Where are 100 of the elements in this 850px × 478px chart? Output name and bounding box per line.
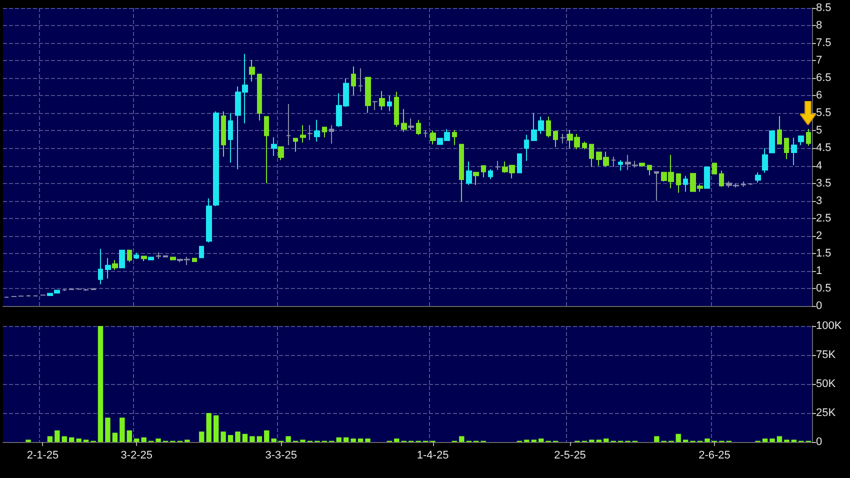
bar	[358, 438, 364, 442]
candlestick	[546, 116, 551, 138]
bar	[213, 415, 219, 442]
candlestick	[654, 171, 659, 202]
x-tick-label: 2-5-25	[554, 450, 586, 462]
candlestick	[430, 130, 436, 145]
y-tick-label: 100K	[816, 320, 842, 332]
y-tick-label: 1	[816, 264, 822, 277]
bar	[112, 432, 118, 442]
candlestick	[329, 124, 334, 144]
candlestick	[264, 116, 269, 184]
bar	[126, 430, 132, 442]
bar	[256, 436, 262, 442]
y-tick-label: 1.5	[816, 247, 832, 260]
candlestick	[481, 165, 486, 178]
x-tick-label: 3-2-25	[120, 450, 153, 462]
candlestick	[351, 66, 356, 96]
bar	[98, 326, 104, 442]
candlestick	[286, 104, 291, 146]
candlestick	[365, 76, 371, 114]
candlestick	[156, 252, 161, 260]
candlestick	[791, 137, 797, 166]
candlestick	[401, 108, 407, 132]
y-tick-label: 3	[816, 194, 822, 207]
candlestick	[127, 250, 132, 263]
bar	[105, 418, 110, 442]
bar	[120, 418, 125, 442]
bar	[69, 437, 74, 442]
bar	[235, 432, 240, 442]
candlestick	[213, 110, 219, 207]
bar	[156, 438, 161, 442]
bar	[47, 436, 53, 442]
candlestick	[618, 160, 623, 172]
y-tick-label: 6.5	[816, 72, 832, 84]
bar	[271, 438, 276, 442]
y-tick-label: 8.5	[816, 2, 832, 14]
candlestick	[105, 257, 111, 280]
bar	[134, 438, 140, 442]
candlestick	[712, 162, 717, 174]
bar	[350, 438, 356, 442]
candlestick	[625, 154, 631, 170]
candlestick	[257, 74, 262, 122]
candlestick	[300, 124, 306, 144]
candlestick	[379, 90, 385, 111]
candlestick	[798, 135, 804, 146]
candlestick	[112, 260, 118, 270]
bar	[199, 432, 204, 442]
y-tick-label: 0.5	[816, 282, 832, 294]
candlestick	[553, 130, 558, 148]
candlestick	[784, 138, 789, 160]
candlestick	[769, 130, 775, 154]
bar	[394, 438, 400, 442]
y-tick-label: 25K	[816, 407, 836, 419]
candlestick	[134, 252, 139, 260]
y-tick-label: 3.5	[816, 177, 832, 190]
y-tick-label: 2	[816, 230, 822, 242]
candlestick	[582, 141, 587, 150]
x-tick-label: 1-4-25	[416, 450, 449, 462]
candlestick	[293, 138, 298, 152]
candlestick	[560, 133, 566, 144]
candlestick	[611, 156, 616, 168]
y-tick-label: 75K	[816, 349, 836, 361]
bar	[365, 438, 370, 442]
candlestick	[495, 160, 501, 170]
candlestick	[141, 256, 147, 262]
y-tick-label: 50K	[816, 378, 836, 390]
bar	[62, 436, 67, 442]
bar	[704, 438, 710, 442]
candlestick	[228, 112, 233, 164]
candlestick	[394, 91, 399, 128]
y-tick-label: 4	[816, 160, 822, 172]
bar	[676, 434, 681, 442]
candlestick	[639, 162, 645, 166]
y-tick-label: 6	[816, 90, 822, 102]
candlestick	[632, 160, 638, 168]
bar	[336, 437, 342, 442]
candlestick	[249, 59, 255, 82]
y-tick-label: 4.5	[816, 142, 832, 154]
candlestick	[206, 198, 212, 244]
candlestick	[322, 126, 327, 138]
candlestick	[459, 144, 464, 202]
bar	[762, 438, 768, 442]
candlestick	[387, 95, 392, 112]
bar	[54, 430, 60, 442]
bar	[76, 438, 82, 442]
candlestick	[221, 110, 226, 158]
candlestick	[62, 288, 67, 292]
bar	[344, 437, 349, 442]
candlestick	[473, 172, 479, 186]
bar	[141, 437, 146, 442]
bar	[264, 430, 270, 442]
candlestick	[416, 119, 421, 136]
bar	[206, 413, 212, 442]
candlestick	[423, 130, 428, 138]
bar	[776, 436, 782, 442]
candlestick	[524, 134, 529, 162]
candlestick	[170, 256, 176, 260]
y-tick-label: 5	[816, 124, 822, 137]
y-tick-label: 8	[816, 20, 822, 32]
y-tick-label: 0	[816, 300, 822, 312]
